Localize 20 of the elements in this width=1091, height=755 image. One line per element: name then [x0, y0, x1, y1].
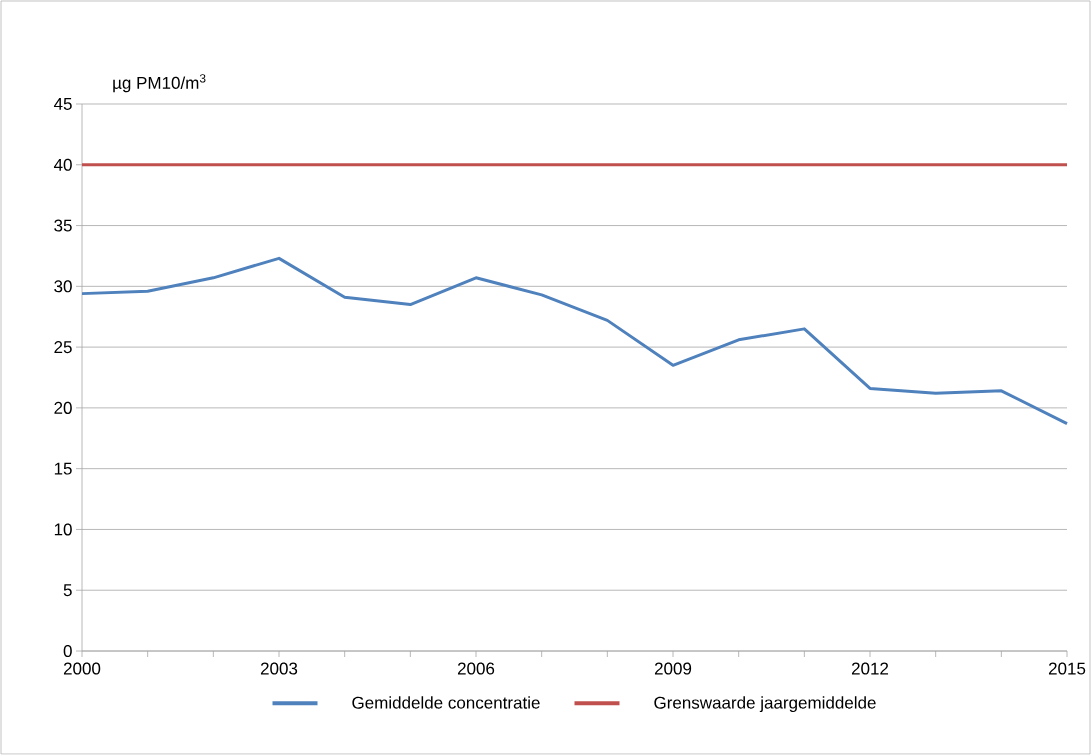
- y-tick-label: 0: [63, 644, 72, 658]
- x-tick-label: 2015: [1048, 662, 1086, 675]
- y-tick-label: 20: [54, 401, 72, 414]
- y-axis-title: µg PM10/m$^{3}$: [113, 74, 206, 93]
- y-tick-label: 40: [53, 158, 72, 171]
- legend-label: Gemiddelde concentratie: [352, 696, 540, 709]
- legend-label: Grenswaarde jaargemiddelde: [654, 696, 876, 713]
- y-tick-label: 10: [54, 523, 72, 536]
- y-tick-label: 30: [54, 280, 72, 293]
- x-tick-label: 2003: [260, 662, 298, 675]
- x-tick-label: 2012: [851, 662, 889, 675]
- x-tick-label: 2000: [63, 662, 101, 675]
- line-series: [80, 256, 1069, 426]
- y-tick-label: 45: [53, 98, 72, 110]
- x-tick-label: 2006: [457, 662, 495, 675]
- y-tick-label: 35: [54, 219, 72, 232]
- y-tick-label: 5: [63, 584, 72, 597]
- y-tick-label: 25: [54, 341, 72, 354]
- y-tick-label: 15: [54, 462, 72, 475]
- x-tick-label: 2009: [654, 662, 692, 675]
